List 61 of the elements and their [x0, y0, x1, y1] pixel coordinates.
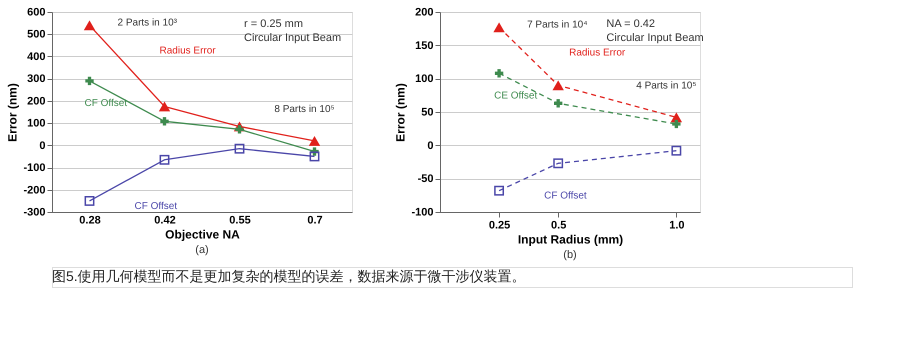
- y-tick-label: 400: [27, 50, 46, 63]
- annotation: 7 Parts in 10⁴: [527, 19, 588, 30]
- x-axis-title: Input Radius (mm): [518, 232, 624, 246]
- series-label: CE Offset: [494, 90, 538, 102]
- x-tick-label: 1.0: [669, 220, 685, 232]
- y-axis-title: Error (nm): [5, 83, 20, 142]
- y-tick-label: -50: [418, 173, 434, 186]
- caption: 图5.使用几何模型而不是更加复杂的模型的误差，数据来源于微干涉仪装置。: [52, 268, 526, 284]
- point: [672, 120, 681, 128]
- point: [234, 144, 244, 154]
- point: [158, 102, 170, 112]
- text: CF Offset: [134, 200, 178, 212]
- point: [160, 154, 170, 165]
- y-tick-label: 0: [427, 140, 434, 152]
- y-axis-title: Error (nm): [393, 83, 408, 142]
- y-tick-label: -100: [23, 162, 46, 174]
- annotation: NA = 0.42 Circular Input Beam: [606, 18, 704, 44]
- y-tick-label: 100: [415, 73, 434, 86]
- point: [308, 136, 320, 146]
- x-tick-label: 0.5: [551, 220, 566, 232]
- annotation: r = 0.25 mm Circular Input Beam: [244, 18, 342, 44]
- y-tick-label: 150: [415, 40, 434, 52]
- point: [552, 80, 564, 90]
- text: Radius Error: [569, 47, 626, 58]
- point: [84, 20, 96, 30]
- y-tick-label: 0: [39, 140, 46, 152]
- y-tick-label: -300: [23, 206, 46, 218]
- annotation: 8 Parts in 10⁵: [274, 104, 335, 115]
- point: [671, 146, 682, 156]
- y-tick-label: 600: [27, 6, 46, 18]
- point: [553, 158, 564, 168]
- point: [310, 152, 320, 162]
- y-tick-label: -100: [411, 206, 434, 218]
- annotation: 2 Parts in 10³: [118, 17, 178, 28]
- x-axis-title: Objective NA: [165, 228, 240, 242]
- point: [85, 76, 94, 86]
- text: Radius Error: [160, 45, 216, 56]
- point: [554, 99, 562, 108]
- x-tick-label: 0.7: [307, 214, 323, 226]
- annotation: 4 Parts in 10⁵: [636, 80, 697, 92]
- x-tick-label: 0.55: [229, 214, 251, 226]
- y-tick-label: 200: [27, 95, 46, 108]
- y-tick-label: 500: [27, 28, 46, 41]
- point: [494, 69, 504, 78]
- series-label: CF Offset: [84, 98, 128, 109]
- y-tick-label: 200: [415, 6, 434, 18]
- y-tick-label: 300: [27, 73, 46, 86]
- point: [84, 196, 94, 206]
- text: (b): [563, 249, 577, 261]
- point: [494, 186, 504, 196]
- x-tick-label: 0.42: [154, 214, 176, 226]
- text: (a): [195, 244, 209, 256]
- x-tick-label: 0.28: [79, 214, 101, 226]
- y-tick-label: -200: [23, 184, 46, 196]
- point: [160, 117, 169, 126]
- series-label: CF Offset: [544, 190, 587, 202]
- point: [235, 125, 244, 134]
- y-tick-label: 50: [421, 106, 434, 118]
- x-tick-label: 0.25: [488, 220, 510, 232]
- point: [493, 22, 505, 32]
- y-tick-label: 100: [27, 118, 46, 130]
